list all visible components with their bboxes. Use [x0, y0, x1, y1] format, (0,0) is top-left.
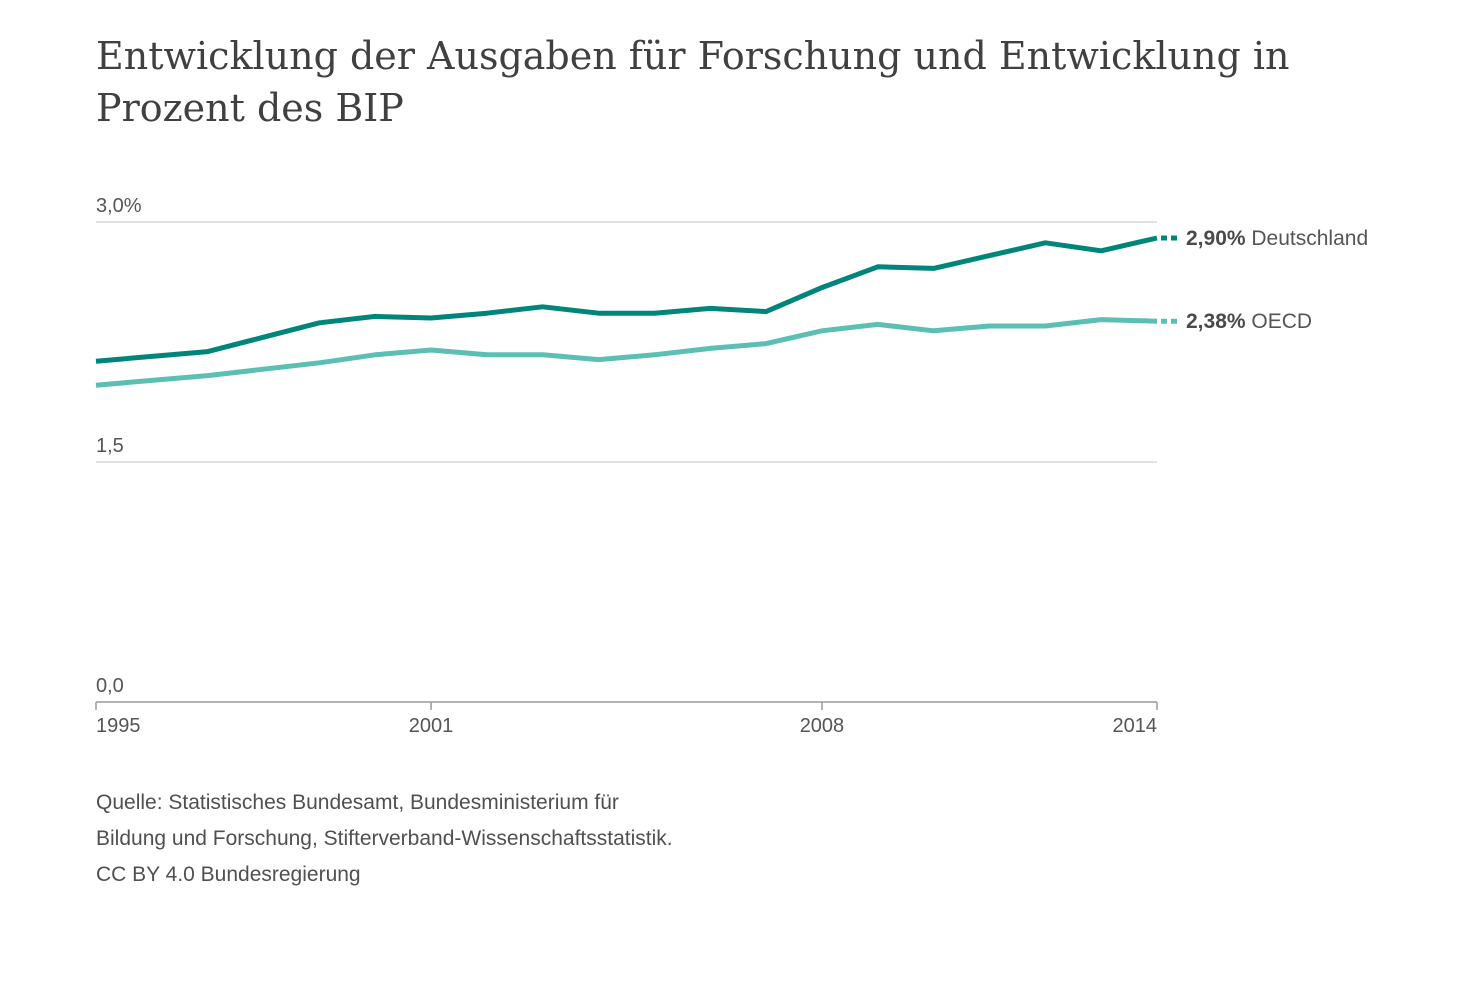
x-tick-label: 2014	[1113, 715, 1158, 737]
end-label-deutschland: 2,90% Deutschland	[1186, 227, 1368, 250]
y-tick-label: 3,0%	[96, 195, 142, 217]
series-line-oecd	[95, 317, 1158, 388]
x-tick-label: 1995	[96, 715, 141, 737]
x-tick-label: 2001	[409, 715, 454, 737]
series-lines	[95, 235, 1158, 388]
x-tick-label: 2008	[800, 715, 845, 737]
source-note: Quelle: Statistisches Bundesamt, Bundesm…	[96, 785, 673, 893]
series-name: Deutschland	[1246, 227, 1369, 250]
x-axis: 1995 2001 2008 2014	[95, 702, 1158, 737]
end-value: 2,38%	[1186, 310, 1246, 333]
y-tick-label: 1,5	[96, 435, 124, 457]
gridlines: 0,0 1,5 3,0%	[96, 195, 1157, 703]
series-line-deutschland	[95, 235, 1158, 364]
end-value: 2,90%	[1186, 227, 1246, 250]
y-tick-label: 0,0	[96, 675, 124, 697]
series-name: OECD	[1246, 310, 1313, 333]
end-labels: 2,90% Deutschland 2,38% OECD	[1161, 227, 1368, 333]
chart-title: Entwicklung der Ausgaben für Forschung u…	[96, 34, 1290, 130]
source-line-1: Quelle: Statistisches Bundesamt, Bundesm…	[96, 791, 619, 814]
source-line-2: Bildung und Forschung, Stifterverband-Wi…	[96, 827, 673, 850]
license-line: CC BY 4.0 Bundesregierung	[96, 863, 361, 886]
end-label-oecd: 2,38% OECD	[1186, 310, 1312, 333]
